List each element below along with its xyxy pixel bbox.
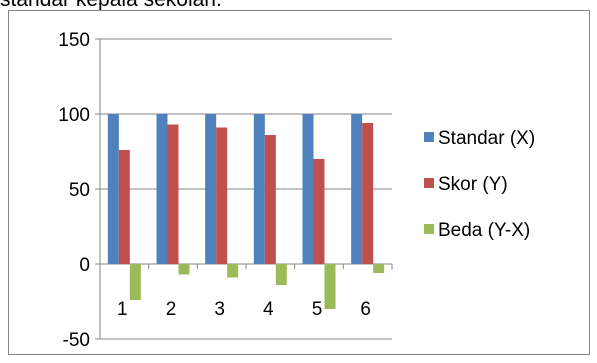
y-tick-label: 0 [79, 255, 90, 276]
legend-swatch [424, 178, 434, 188]
y-tick-label: 100 [58, 105, 90, 126]
bar-1-1 [107, 114, 119, 264]
x-tick-label: 6 [360, 299, 371, 320]
bar-3-1 [129, 264, 141, 300]
legend-swatch [424, 132, 434, 142]
legend-entry: Standar (X) [438, 128, 535, 149]
x-tick-label: 1 [117, 299, 128, 320]
x-tick-labels: 1 2 3 4 5 6 [117, 299, 371, 320]
bar-3-6 [373, 264, 385, 273]
y-tick-label: 50 [69, 180, 90, 201]
y-tick-label: 150 [58, 30, 90, 51]
x-tick-label: 4 [263, 299, 274, 320]
bar-2-5 [313, 159, 325, 264]
x-tick-label: 5 [312, 299, 323, 320]
bar-chart: -50 0 50 100 150 1 2 3 4 5 6 Standar (X) Skor (Y) B… [58, 30, 535, 351]
bar-3-3 [227, 264, 239, 278]
bar-1-6 [351, 114, 363, 264]
y-tick-label: -50 [63, 330, 90, 351]
bar-2-1 [118, 150, 130, 264]
bar-1-3 [205, 114, 217, 264]
legend-entry: Skor (Y) [438, 174, 508, 195]
y-tick-labels: -50 0 50 100 150 [58, 30, 90, 351]
x-tick-label: 3 [214, 299, 225, 320]
bar-3-2 [178, 264, 190, 275]
bar-2-4 [264, 135, 276, 264]
bars [107, 114, 385, 309]
bar-3-4 [275, 264, 287, 285]
bar-2-2 [167, 124, 179, 264]
x-tick-label: 2 [166, 299, 177, 320]
bar-1-5 [302, 114, 314, 264]
axes [95, 38, 393, 340]
legend: Standar (X) Skor (Y) Beda (Y-X) [424, 128, 535, 241]
chart-area: -50 0 50 100 150 1 2 3 4 5 6 Standar (X) Skor (Y) B… [8, 10, 590, 355]
bar-2-6 [362, 123, 374, 264]
legend-swatch [424, 224, 434, 234]
bar-3-5 [324, 264, 336, 309]
gridlines [100, 38, 392, 340]
cropped-caption-text: standar kepala sekolah. [0, 0, 222, 12]
bar-1-4 [253, 114, 265, 264]
legend-entry: Beda (Y-X) [438, 220, 530, 241]
bar-2-3 [216, 127, 228, 264]
bar-1-2 [156, 114, 168, 264]
